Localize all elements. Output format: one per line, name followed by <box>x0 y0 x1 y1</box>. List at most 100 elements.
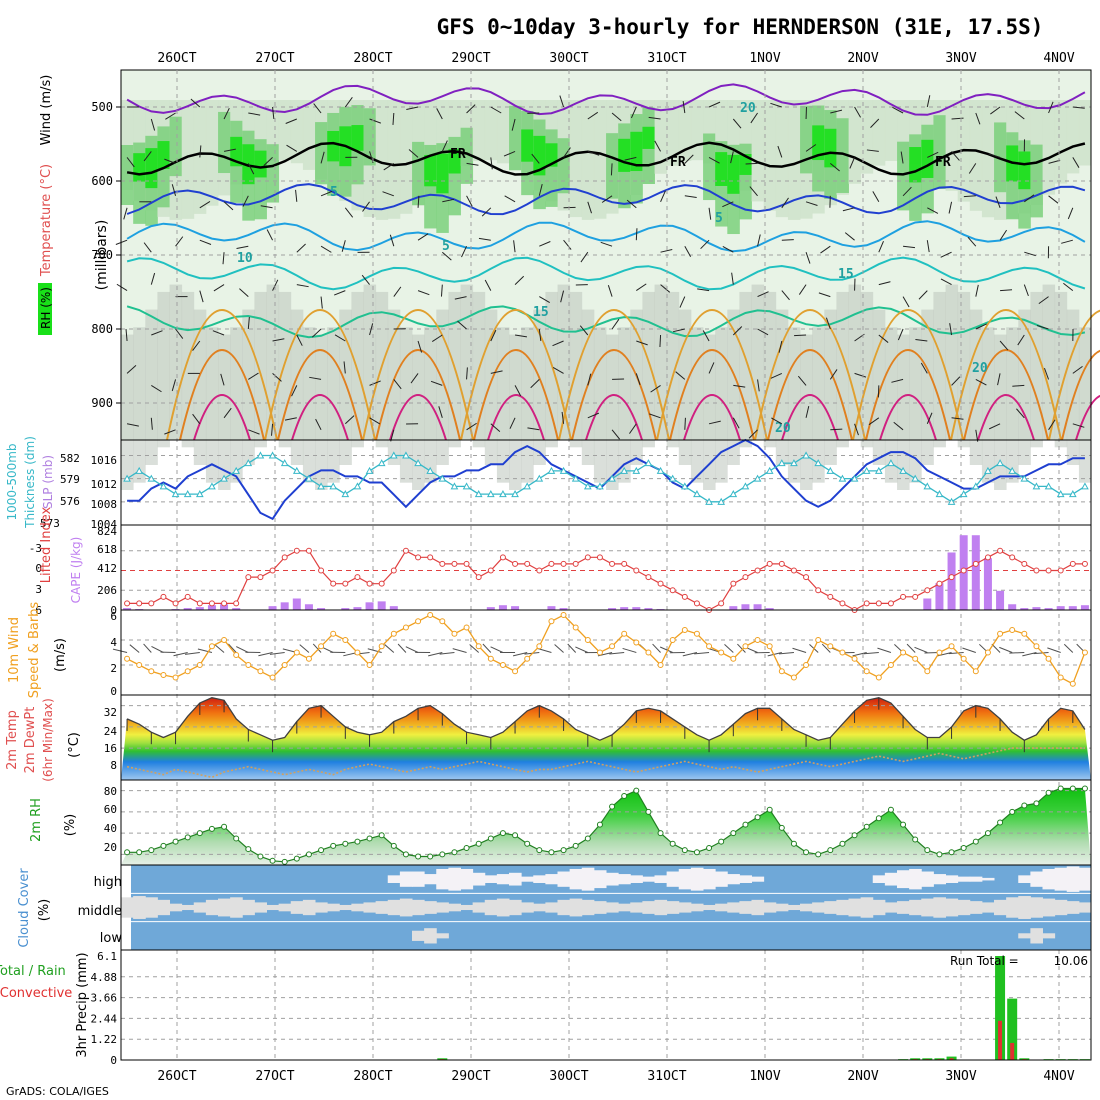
cloud-cell <box>1018 933 1031 939</box>
wind-barb <box>228 643 237 653</box>
cape-bar <box>729 606 738 610</box>
cloud-cell <box>339 904 352 911</box>
thickness-marker <box>996 459 1004 467</box>
wind-barb <box>684 195 697 198</box>
isotherm-line <box>865 349 951 441</box>
wind-barb <box>708 101 721 108</box>
wind-speed-marker <box>160 672 167 678</box>
thickness-marker <box>329 482 338 490</box>
rh-cell <box>509 105 522 171</box>
wind-speed-marker <box>208 643 215 650</box>
wind-barb <box>478 237 491 241</box>
cloud-cell <box>302 899 316 916</box>
cape-bar <box>341 608 350 610</box>
wind-barb <box>587 150 600 156</box>
cape-bar <box>377 601 386 610</box>
wind-barb <box>854 106 861 118</box>
cloud-cell <box>521 902 534 913</box>
lifted-index-marker <box>1009 554 1016 561</box>
wind-barb <box>1067 207 1074 220</box>
isotherm-line <box>389 394 447 441</box>
thickness-marker <box>899 466 907 474</box>
wind-barb <box>587 111 599 120</box>
rh-cell <box>315 334 328 490</box>
rh-cell <box>630 131 643 172</box>
precip-total-bar <box>934 1058 945 1060</box>
wind-barb <box>660 249 673 253</box>
wind-barb <box>732 326 743 336</box>
lifted-index-marker <box>415 554 422 561</box>
lifted-index-marker <box>499 554 506 561</box>
wind-barb <box>504 195 516 203</box>
temp-unit-label: (°C) <box>67 732 82 758</box>
wind-barb <box>682 101 686 114</box>
rh-marker <box>184 834 191 841</box>
lifted-index-marker <box>960 567 967 574</box>
cloud-cell <box>448 903 461 912</box>
cloud-cell <box>436 933 449 939</box>
wind-barb <box>1072 365 1083 374</box>
lifted-index-marker <box>524 560 531 567</box>
thickness-marker <box>620 466 629 474</box>
contour-label: 10 <box>237 251 253 266</box>
wind-barb <box>624 156 637 161</box>
rh-unit-label: (%) <box>63 814 78 837</box>
rh-cell <box>339 309 352 465</box>
wind-barb <box>805 144 817 152</box>
rh-cell <box>545 291 558 448</box>
rh-marker <box>1057 785 1064 792</box>
wind-barb <box>457 320 467 330</box>
wind-barb <box>214 644 225 653</box>
cloud-cell <box>1042 933 1056 939</box>
rh-cell <box>157 291 170 448</box>
wind-barb <box>731 272 734 285</box>
thickness-marker <box>268 451 277 459</box>
wind-barb <box>673 328 685 333</box>
rh-marker <box>524 840 531 847</box>
cape-bar <box>123 608 132 610</box>
wind-barb <box>1014 111 1025 120</box>
isotherm-line <box>1075 395 1100 441</box>
cloud-cell <box>424 928 437 944</box>
wind-speed-marker <box>354 649 361 656</box>
wind-barb <box>1072 106 1085 109</box>
pressure-tick-label: 800 <box>91 322 113 336</box>
rh-cell <box>412 141 425 206</box>
rh-cell <box>581 309 595 465</box>
lifted-index-marker <box>196 600 203 607</box>
wind-barb <box>1063 282 1074 291</box>
wind-speed-marker <box>972 668 979 675</box>
wind-barb <box>344 415 355 425</box>
rh-cell <box>533 135 546 176</box>
cloud-cell <box>739 875 752 883</box>
wind-barb <box>975 378 987 386</box>
wind-barb <box>749 186 758 197</box>
wind-barb <box>607 285 613 297</box>
wind-barb <box>296 334 303 346</box>
rh-cell <box>981 327 995 483</box>
wind-barb <box>539 296 550 304</box>
wind-barb <box>872 191 880 203</box>
cloud-cell <box>957 876 971 882</box>
cloud-cell <box>193 902 207 913</box>
wind-speed-marker <box>693 630 700 637</box>
wind-barb <box>393 286 402 297</box>
wind-barb <box>143 151 152 162</box>
thickness-tick-label: 579 <box>60 473 80 486</box>
wind-barb <box>369 380 381 386</box>
wind-barb <box>587 412 600 419</box>
rh-cell <box>302 327 316 483</box>
wind-speed-marker <box>839 649 846 656</box>
lifted-index-marker <box>790 567 797 574</box>
thickness-marker <box>632 466 641 474</box>
thickness-marker <box>741 482 750 490</box>
rh-cell <box>1066 309 1080 465</box>
wind-barb <box>995 196 1001 208</box>
wind-barb <box>123 207 128 220</box>
wind-barb <box>893 421 904 431</box>
thickness-marker <box>729 490 738 498</box>
cloud-cell <box>981 902 995 913</box>
wind-speed-marker <box>778 668 785 675</box>
rh-marker <box>366 835 373 842</box>
